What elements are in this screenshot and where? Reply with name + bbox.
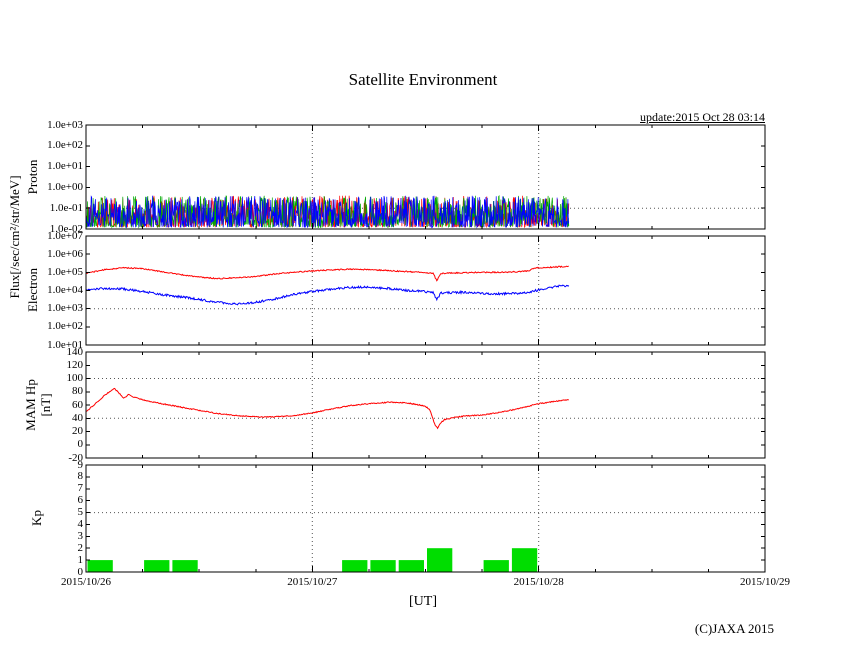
nt-unit-label: [nT] bbox=[38, 393, 53, 417]
y-tick-label: 5 bbox=[77, 506, 84, 519]
panel-border bbox=[85, 351, 766, 459]
y-tick-label: 3 bbox=[77, 529, 84, 542]
y-tick-label: 1.0e+04 bbox=[47, 284, 83, 296]
electron-axis-label: Electron bbox=[25, 267, 40, 313]
y-tick-label: 7 bbox=[77, 482, 84, 495]
y-tick-label: 1.0e+01 bbox=[47, 338, 83, 351]
update-timestamp: update:2015 Oct 28 03:14 bbox=[640, 110, 765, 124]
x-tick-label: 2015/10/27 bbox=[287, 576, 338, 588]
y-tick-label: 1.0e+06 bbox=[47, 247, 83, 260]
kp-bar bbox=[483, 560, 509, 572]
y-tick-label: 40 bbox=[72, 411, 83, 424]
y-tick-label: 0 bbox=[77, 565, 84, 578]
panel-border bbox=[85, 464, 766, 573]
x-tick-label: 2015/10/26 bbox=[60, 576, 112, 588]
kp-bar bbox=[427, 548, 453, 572]
y-tick-label: 1.0e+01 bbox=[47, 160, 83, 173]
mam-hp-axis-label: MAM Hp bbox=[23, 379, 38, 431]
y-tick-label: 1.0e+07 bbox=[47, 229, 83, 242]
y-tick-label: 1.0e-02 bbox=[49, 222, 83, 235]
y-tick-label: 6 bbox=[77, 494, 84, 507]
y-tick-label: 1.0e-01 bbox=[49, 201, 83, 214]
kp-bar bbox=[370, 560, 396, 572]
x-tick-label: 2015/10/29 bbox=[739, 576, 791, 588]
y-tick-label: 0 bbox=[77, 438, 84, 451]
kp-bar bbox=[342, 560, 368, 572]
y-tick-label: 1.0e+03 bbox=[47, 302, 83, 315]
y-tick-label: 4 bbox=[77, 517, 84, 530]
page-title: Satellite Environment bbox=[348, 70, 498, 89]
y-tick-label: 80 bbox=[72, 385, 83, 398]
kp-bar bbox=[398, 560, 424, 572]
y-tick-label: 9 bbox=[77, 458, 84, 471]
y-tick-label: 1.0e+02 bbox=[47, 320, 83, 333]
kp-bar bbox=[511, 548, 538, 572]
kp-axis-label: Kp bbox=[29, 510, 44, 526]
y-tick-label: 20 bbox=[72, 425, 83, 437]
y-tick-label: 100 bbox=[66, 372, 84, 384]
x-axis-label: [UT] bbox=[409, 594, 437, 609]
y-tick-label: 2 bbox=[77, 541, 84, 554]
electron-high-trace bbox=[85, 265, 569, 282]
electron-low-trace bbox=[85, 284, 570, 306]
y-tick-label: 1 bbox=[77, 553, 84, 566]
y-tick-label: 1.0e+00 bbox=[47, 180, 83, 193]
panel-border bbox=[85, 235, 766, 346]
flux-axis-label: Flux[/sec/cm²/str/MeV] bbox=[7, 175, 22, 299]
y-tick-label: 60 bbox=[72, 398, 83, 411]
proton-flux-blue-trace bbox=[85, 195, 570, 229]
y-tick-label: 140 bbox=[66, 345, 84, 358]
proton-flux-green-trace bbox=[85, 194, 570, 229]
hp-field-trace bbox=[85, 387, 569, 430]
y-tick-label: 1.0e+03 bbox=[47, 118, 83, 131]
proton-axis-label: Proton bbox=[25, 159, 40, 195]
kp-bar bbox=[87, 560, 113, 572]
y-tick-label: 120 bbox=[66, 358, 84, 371]
y-tick-label: 8 bbox=[77, 470, 84, 483]
panel-border bbox=[85, 124, 766, 230]
y-tick-label: 1.0e+02 bbox=[47, 139, 83, 152]
y-tick-label: 1.0e+05 bbox=[47, 265, 83, 278]
y-tick-label: -20 bbox=[68, 451, 83, 464]
kp-bar bbox=[144, 560, 170, 572]
x-tick-label: 2015/10/28 bbox=[513, 576, 564, 588]
kp-bar bbox=[172, 560, 198, 572]
copyright: (C)JAXA 2015 bbox=[694, 621, 774, 636]
